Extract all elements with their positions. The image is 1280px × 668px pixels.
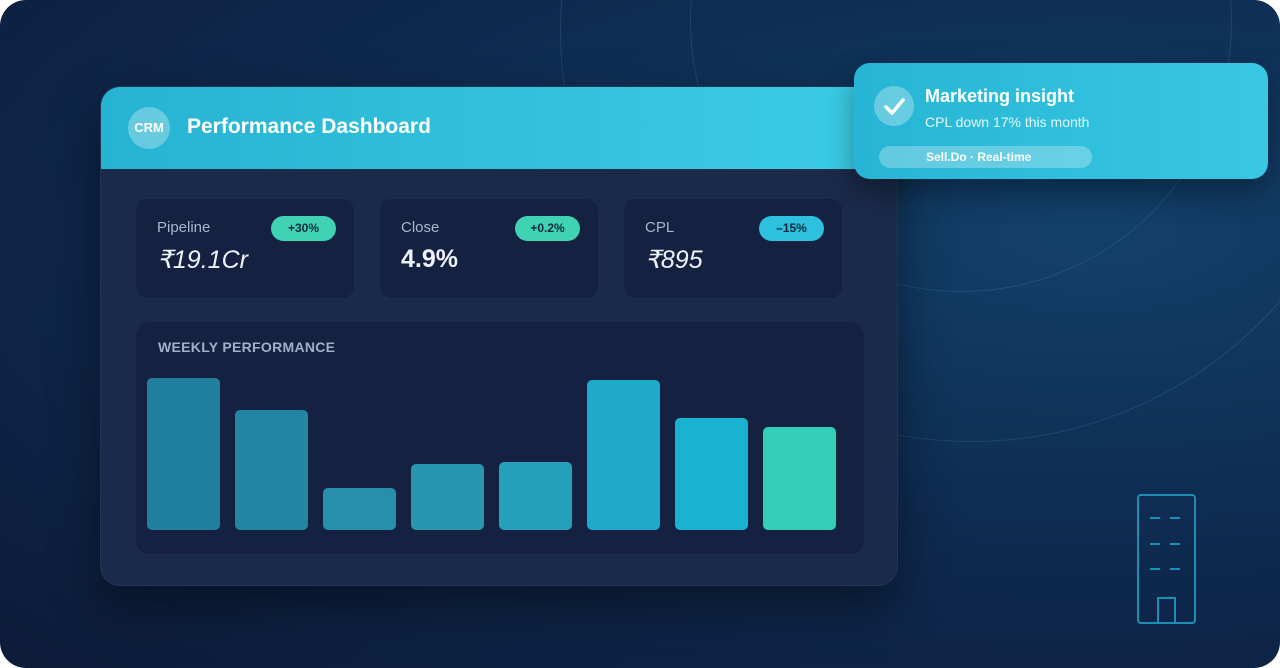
notification-text: CPL down 17% this month <box>925 114 1090 130</box>
bar-chart <box>147 378 836 530</box>
bar <box>147 378 220 530</box>
kpi-value: 4.9% <box>401 245 458 273</box>
kpi-card: Pipeline ₹19.1Cr +30% <box>136 199 354 298</box>
bar <box>675 418 748 530</box>
bar <box>411 464 484 530</box>
kpi-badge: –15% <box>759 216 824 241</box>
chart-panel: WEEKLY PERFORMANCE <box>135 321 865 555</box>
kpi-label: Close <box>401 219 440 236</box>
bar <box>763 427 836 530</box>
kpi-value: ₹895 <box>645 246 703 274</box>
chart-title: WEEKLY PERFORMANCE <box>158 339 336 355</box>
kpi-label: CPL <box>645 219 675 236</box>
logo: CRM <box>128 107 170 149</box>
kpi-value: ₹19.1Cr <box>157 246 248 274</box>
kpi-card: CPL ₹895 –15% <box>624 199 842 298</box>
bar <box>499 462 572 530</box>
bar <box>587 380 660 530</box>
kpi-badge: +30% <box>271 216 336 241</box>
bar <box>323 488 396 530</box>
kpi-card: Close 4.9% +0.2% <box>380 199 598 298</box>
header-title: Performance Dashboard <box>187 115 431 138</box>
card-header: CRM Performance Dashboard <box>101 87 897 169</box>
notification-tag: Sell.Do · Real-time <box>879 146 1092 168</box>
notification: Marketing insight CPL down 17% this mont… <box>854 63 1268 179</box>
notification-title: Marketing insight <box>925 86 1075 106</box>
check-icon <box>874 86 914 126</box>
kpi-label: Pipeline <box>157 219 211 236</box>
building-icon <box>1137 494 1196 624</box>
bar <box>235 410 308 530</box>
kpi-badge: +0.2% <box>515 216 580 241</box>
dashboard-card: CRM Performance Dashboard Pipeline ₹19.1… <box>100 86 898 586</box>
